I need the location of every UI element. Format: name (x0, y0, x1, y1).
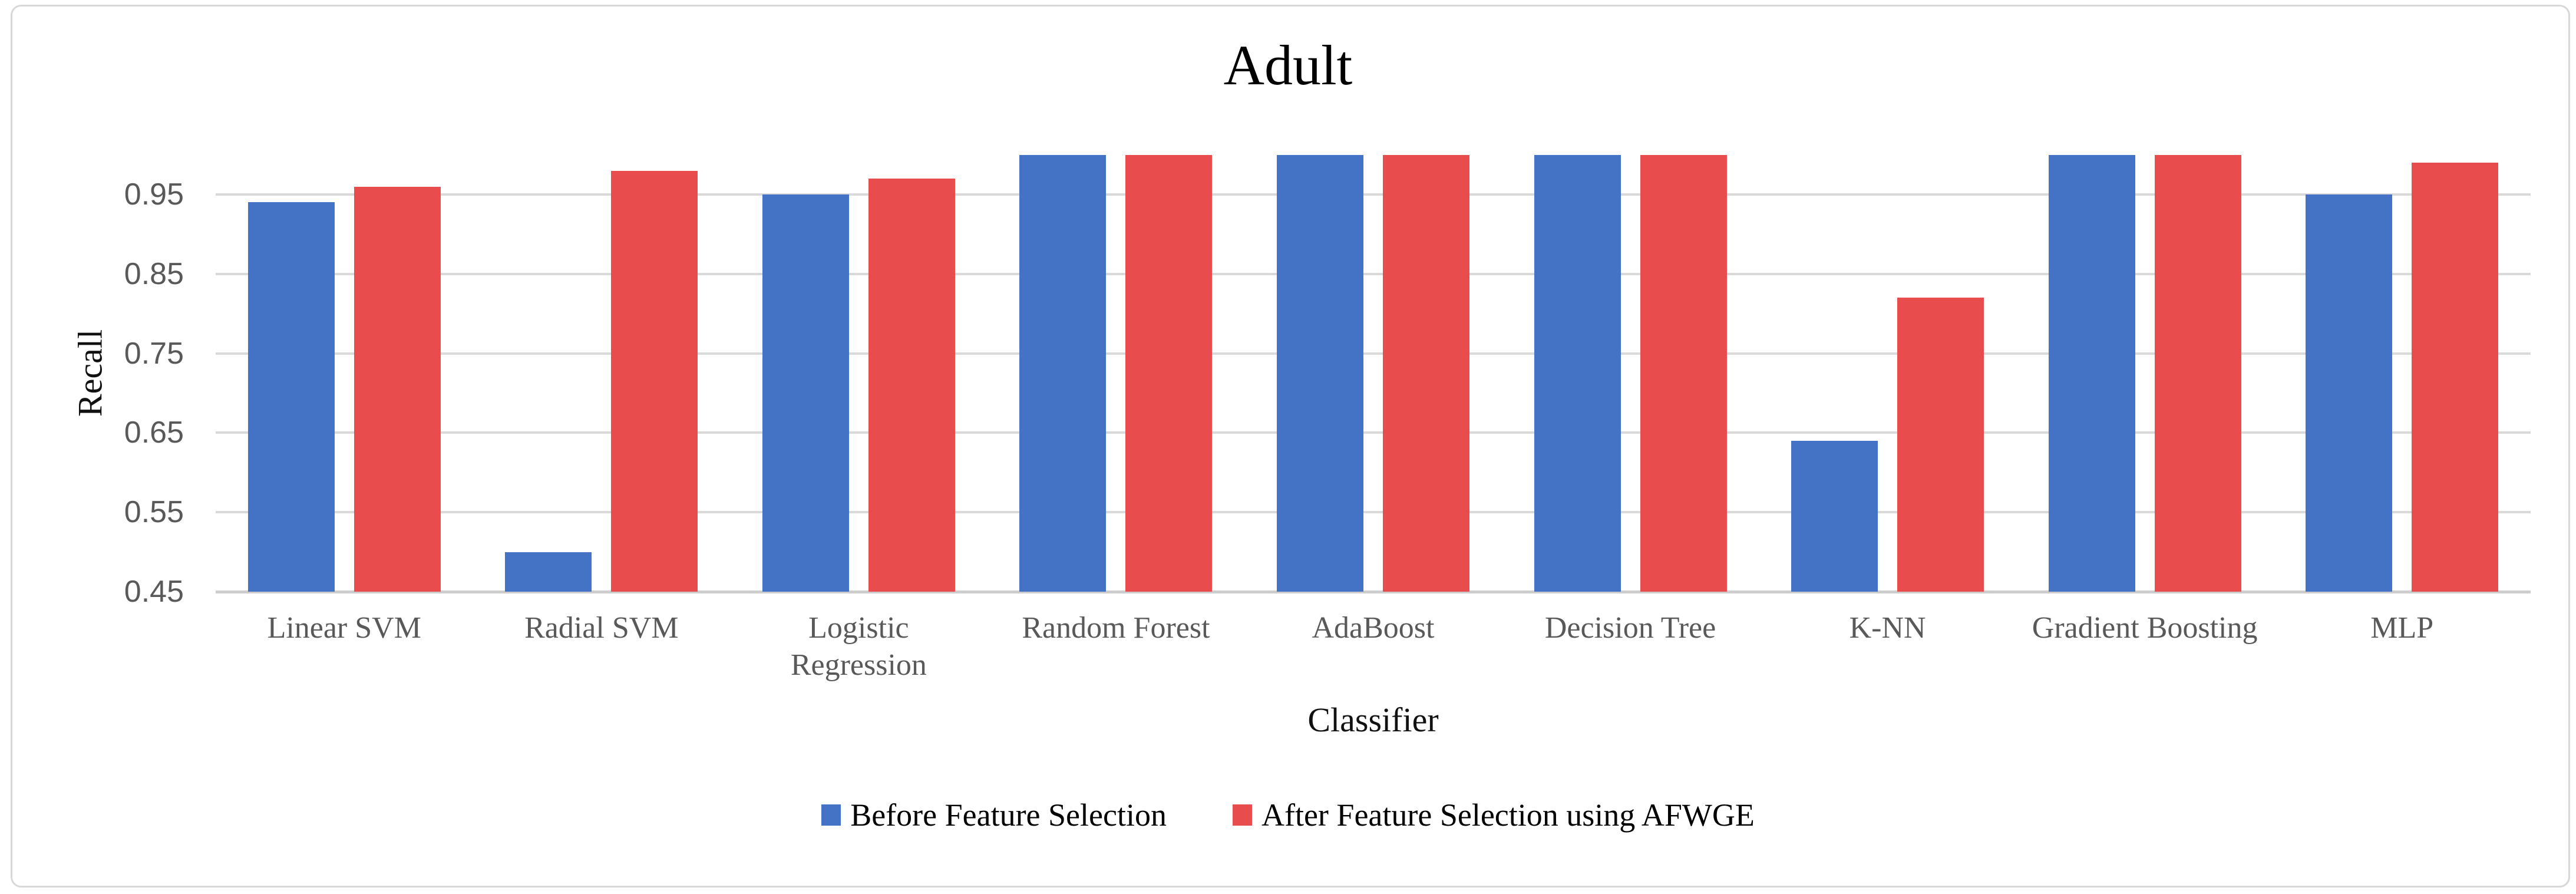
bar-before-feature-selection-linear-svm (247, 202, 335, 592)
category-label-random-forest: Random Forest (1022, 611, 1210, 645)
legend: Before Feature Selection After Feature Se… (0, 799, 2576, 831)
category-label-linear-svm: Linear SVM (267, 611, 421, 645)
y-tick-label: 0.85 (124, 256, 184, 291)
x-axis-line (216, 590, 2531, 593)
bar-before-feature-selection-random-forest (1019, 154, 1107, 592)
gridline-0.85 (216, 272, 2531, 275)
category-label-logistic-regression: Logistic Regression (790, 611, 927, 682)
bar-before-feature-selection-logistic-regression (762, 194, 849, 592)
bar-before-feature-selection-radial-svm (505, 552, 592, 592)
legend-item-after-feature-selection-using-afwge: After Feature Selection using AFWGE (1232, 797, 1755, 833)
legend-swatch-icon (1232, 804, 1252, 826)
category-label-gradient-boosting: Gradient Boosting (2032, 611, 2258, 645)
y-tick-label: 0.45 (124, 575, 184, 609)
bar-after-feature-selection-using-afwge-decision-tree (1640, 154, 1727, 592)
legend-label: Before Feature Selection (850, 797, 1167, 833)
y-tick-label: 0.55 (124, 495, 184, 530)
category-label-adaboost: AdaBoost (1312, 611, 1435, 645)
bar-before-feature-selection-k-nn (1791, 440, 1878, 592)
bar-after-feature-selection-using-afwge-radial-svm (611, 170, 698, 592)
category-label-radial-svm: Radial SVM (524, 611, 679, 645)
bar-after-feature-selection-using-afwge-adaboost (1383, 154, 1469, 592)
gridline-0.55 (216, 511, 2531, 514)
y-tick-label: 0.95 (124, 177, 184, 212)
category-label-k-nn: K-NN (1849, 611, 1926, 645)
bar-before-feature-selection-decision-tree (1534, 154, 1621, 592)
x-axis-title: Classifier (1307, 701, 1439, 739)
bar-after-feature-selection-using-afwge-gradient-boosting (2154, 154, 2241, 592)
chart-title: Adult (1223, 34, 1353, 97)
bar-before-feature-selection-mlp (2306, 194, 2393, 592)
bar-before-feature-selection-adaboost (1277, 154, 1363, 592)
legend-label: After Feature Selection using AFWGE (1261, 797, 1755, 833)
legend-item-before-feature-selection: Before Feature Selection (821, 799, 1167, 831)
bar-after-feature-selection-using-afwge-logistic-regression (868, 179, 955, 592)
bar-after-feature-selection-using-afwge-mlp (2412, 163, 2499, 592)
gridline-0.65 (216, 431, 2531, 434)
legend-swatch-icon (821, 804, 841, 826)
bar-after-feature-selection-using-afwge-linear-svm (354, 186, 441, 592)
y-tick-label: 0.65 (124, 415, 184, 450)
category-label-decision-tree: Decision Tree (1544, 611, 1716, 645)
gridline-0.95 (216, 193, 2531, 196)
bar-after-feature-selection-using-afwge-random-forest (1125, 154, 1213, 592)
bar-before-feature-selection-gradient-boosting (2048, 154, 2135, 592)
bar-after-feature-selection-using-afwge-k-nn (1897, 298, 1984, 592)
category-label-mlp: MLP (2370, 611, 2434, 645)
gridline-0.75 (216, 352, 2531, 355)
y-tick-label: 0.75 (124, 336, 184, 371)
